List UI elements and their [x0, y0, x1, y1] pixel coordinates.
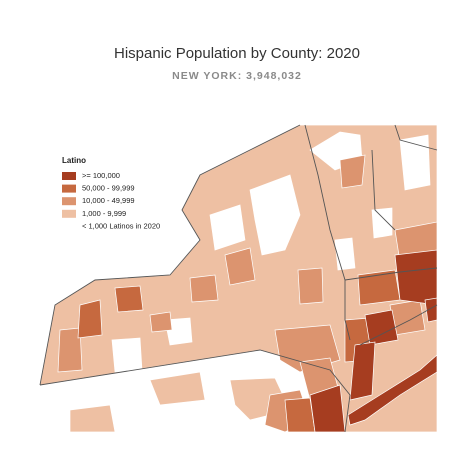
- county: [149, 371, 206, 406]
- county: [399, 134, 431, 191]
- county: [394, 249, 438, 306]
- county: [224, 247, 256, 286]
- county: [364, 309, 399, 346]
- county: [349, 341, 376, 401]
- county: [111, 337, 143, 373]
- county: [209, 204, 246, 251]
- legend-swatch: [62, 172, 76, 180]
- county: [114, 285, 144, 313]
- county: [424, 297, 438, 323]
- legend-swatch: [62, 209, 76, 218]
- coast: [39, 124, 301, 386]
- map: [39, 124, 438, 433]
- county: [77, 299, 103, 339]
- legend-title: Latino: [62, 156, 86, 165]
- county: [57, 327, 83, 373]
- state-border: [359, 304, 438, 346]
- legend-swatch: [62, 197, 76, 206]
- state-border: [394, 124, 438, 151]
- state-border: [304, 124, 351, 341]
- county: [297, 267, 324, 305]
- county: [249, 174, 301, 256]
- state-border: [39, 349, 351, 433]
- county: [284, 397, 316, 433]
- county: [371, 207, 393, 239]
- county: [149, 311, 173, 333]
- legend-label: < 1,000 Latinos in 2020: [82, 221, 160, 230]
- legend-swatch: [62, 184, 76, 193]
- county: [339, 154, 366, 189]
- state-border: [371, 149, 396, 231]
- legend: Latino >= 100,000 50,000 - 99,999 10,000 -…: [62, 156, 160, 231]
- legend-label: 10,000 - 49,999: [82, 196, 135, 205]
- long-island: [347, 354, 438, 426]
- legend-label: >= 100,000: [82, 171, 120, 180]
- county: [189, 274, 219, 303]
- county: [334, 237, 356, 271]
- legend-label: 1,000 - 9,999: [82, 209, 126, 218]
- county: [69, 404, 116, 433]
- map-title: Hispanic Population by County: 2020: [114, 45, 360, 62]
- legend-label: 50,000 - 99,999: [82, 184, 135, 193]
- legend-swatch: [62, 222, 76, 231]
- state-border: [344, 267, 438, 281]
- map-subtitle: NEW YORK: 3,948,032: [172, 70, 302, 82]
